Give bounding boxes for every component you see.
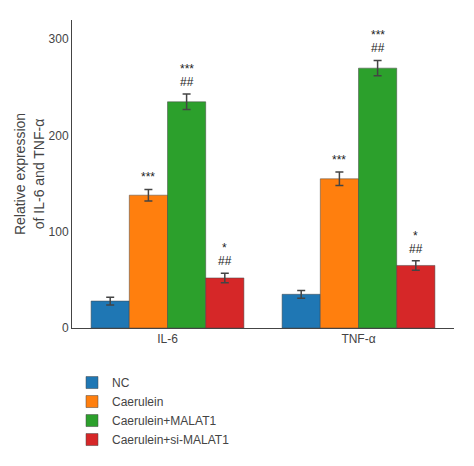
svg-text:TNF-α: TNF-α bbox=[341, 332, 375, 346]
svg-text:***: *** bbox=[180, 62, 194, 76]
svg-text:Caerulein+MALAT1: Caerulein+MALAT1 bbox=[112, 414, 216, 428]
svg-text:##: ## bbox=[218, 254, 232, 268]
svg-text:*: * bbox=[222, 241, 227, 255]
svg-text:***: *** bbox=[371, 28, 385, 42]
svg-text:*: * bbox=[413, 229, 418, 243]
svg-text:##: ## bbox=[371, 41, 385, 55]
svg-text:100: 100 bbox=[49, 225, 69, 239]
svg-text:***: *** bbox=[141, 170, 155, 184]
svg-text:Caerulein: Caerulein bbox=[112, 395, 163, 409]
svg-text:##: ## bbox=[409, 242, 423, 256]
svg-text:##: ## bbox=[180, 75, 194, 89]
svg-text:NC: NC bbox=[112, 376, 130, 390]
svg-text:IL-6: IL-6 bbox=[157, 332, 178, 346]
svg-text:Relative expressionof IL-6 and: Relative expressionof IL-6 and TNF-α bbox=[12, 113, 46, 235]
svg-text:200: 200 bbox=[49, 129, 69, 143]
svg-text:***: *** bbox=[332, 153, 346, 167]
svg-text:300: 300 bbox=[49, 32, 69, 46]
svg-text:Caerulein+si-MALAT1: Caerulein+si-MALAT1 bbox=[112, 433, 229, 447]
svg-text:0: 0 bbox=[62, 321, 69, 335]
